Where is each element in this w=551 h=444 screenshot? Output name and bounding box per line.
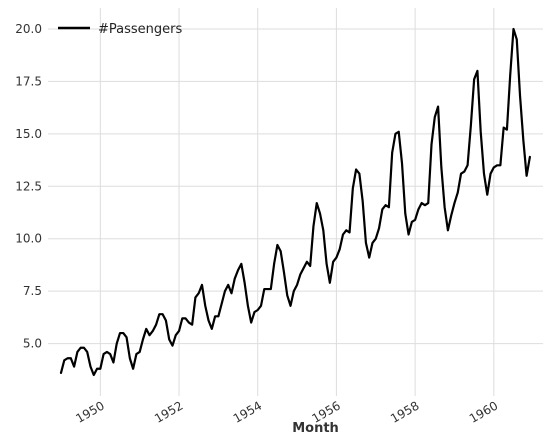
x-tick-label: 1958: [388, 398, 421, 425]
grid: [48, 8, 543, 396]
y-tick-label: 12.5: [15, 179, 42, 193]
y-tick-label: 7.5: [23, 284, 42, 298]
x-tick-label: 1960: [467, 398, 500, 425]
legend: #Passengers: [58, 22, 182, 37]
series-layer: [59, 27, 531, 377]
series-line-passengers: [59, 27, 531, 377]
legend-label-passengers: #Passengers: [98, 22, 182, 37]
x-tick-label: 1954: [231, 398, 264, 425]
x-tick-label: 1950: [73, 398, 106, 425]
x-tick-label: 1952: [152, 398, 185, 425]
y-tick-label: 5.0: [23, 337, 42, 351]
x-axis-label: Month: [292, 421, 339, 436]
y-axis-ticks: 5.0 7.5 10.0 12.5 15.0 17.5 20.0: [15, 22, 42, 351]
y-tick-label: 20.0: [15, 22, 42, 36]
y-tick-label: 10.0: [15, 232, 42, 246]
x-axis-ticks: 1950 1952 1954 1956 1958 1960: [73, 398, 500, 425]
y-tick-label: 17.5: [15, 74, 42, 88]
plot-area: [48, 8, 543, 396]
y-tick-label: 15.0: [15, 127, 42, 141]
